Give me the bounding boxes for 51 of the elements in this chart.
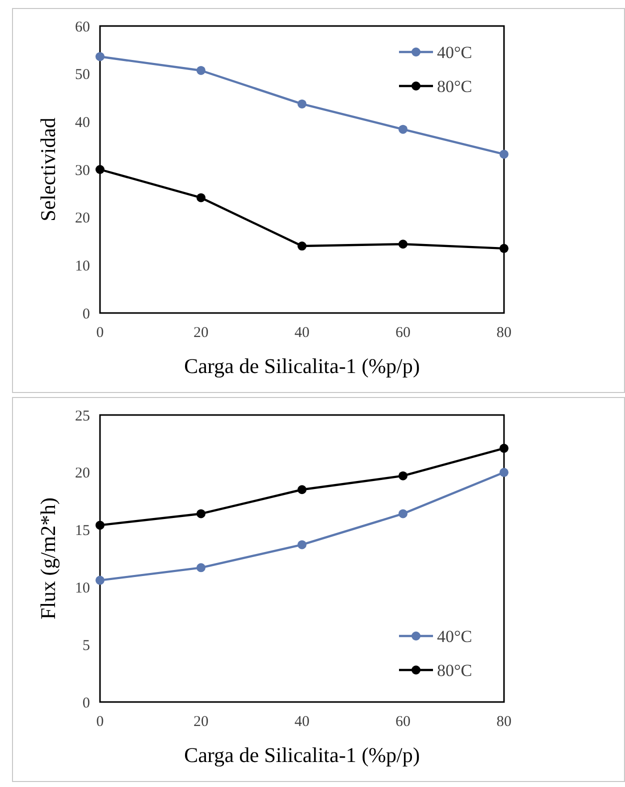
x-tick-label: 60: [396, 714, 410, 730]
y-tick-label: 40: [75, 114, 90, 131]
point: [398, 124, 408, 134]
y-axis-title: Selectividad: [36, 117, 60, 222]
y-tick-label: 10: [75, 580, 90, 596]
y-tick-label: 25: [75, 408, 90, 424]
point: [298, 540, 306, 550]
point: [398, 509, 408, 518]
point: [298, 99, 306, 108]
y-tick-label: 0: [82, 695, 90, 712]
point: [196, 563, 206, 572]
point: [500, 444, 508, 453]
point: [96, 576, 104, 585]
legend-label: 40°C: [437, 626, 472, 646]
y-tick-label: 5: [82, 638, 90, 654]
y-axis-title: Flux (g/m2*h): [36, 498, 60, 620]
y-tick-label: 60: [75, 19, 90, 36]
x-tick-label: 40: [294, 325, 310, 341]
point: [196, 193, 206, 202]
y-tick-label: 20: [75, 210, 90, 227]
x-tick-label: 40: [294, 714, 310, 730]
y-tick-label: 0: [82, 306, 90, 322]
y-tick-label: 30: [75, 162, 90, 179]
x-tick-label: 20: [194, 714, 208, 730]
point: [196, 509, 206, 518]
x-tick-label: 80: [496, 714, 512, 730]
point: [500, 150, 508, 159]
point: [196, 66, 206, 75]
point: [96, 52, 104, 62]
x-axis-title: Carga de Silicalita-1 (%p/p): [184, 354, 420, 378]
point: [298, 242, 306, 251]
y-tick-label: 10: [75, 258, 90, 274]
x-tick-label: 80: [496, 325, 512, 341]
point: [96, 165, 104, 174]
x-tick-label: 0: [96, 325, 104, 341]
x-tick-label: 20: [194, 325, 208, 341]
x-tick-label: 0: [96, 714, 104, 730]
y-tick-label: 15: [75, 523, 90, 540]
x-axis-title: Carga de Silicalita-1 (%p/p): [184, 743, 420, 767]
point: [500, 468, 508, 477]
legend-label: 80°C: [437, 660, 472, 680]
point: [398, 240, 408, 249]
legend-label: 40°C: [437, 42, 472, 62]
point: [500, 244, 508, 253]
legend-label: 80°C: [437, 76, 472, 96]
point: [398, 471, 408, 480]
y-tick-label: 20: [75, 466, 90, 482]
point: [298, 485, 306, 494]
point: [96, 520, 104, 530]
y-tick-label: 50: [75, 67, 90, 84]
x-tick-label: 60: [396, 325, 410, 341]
